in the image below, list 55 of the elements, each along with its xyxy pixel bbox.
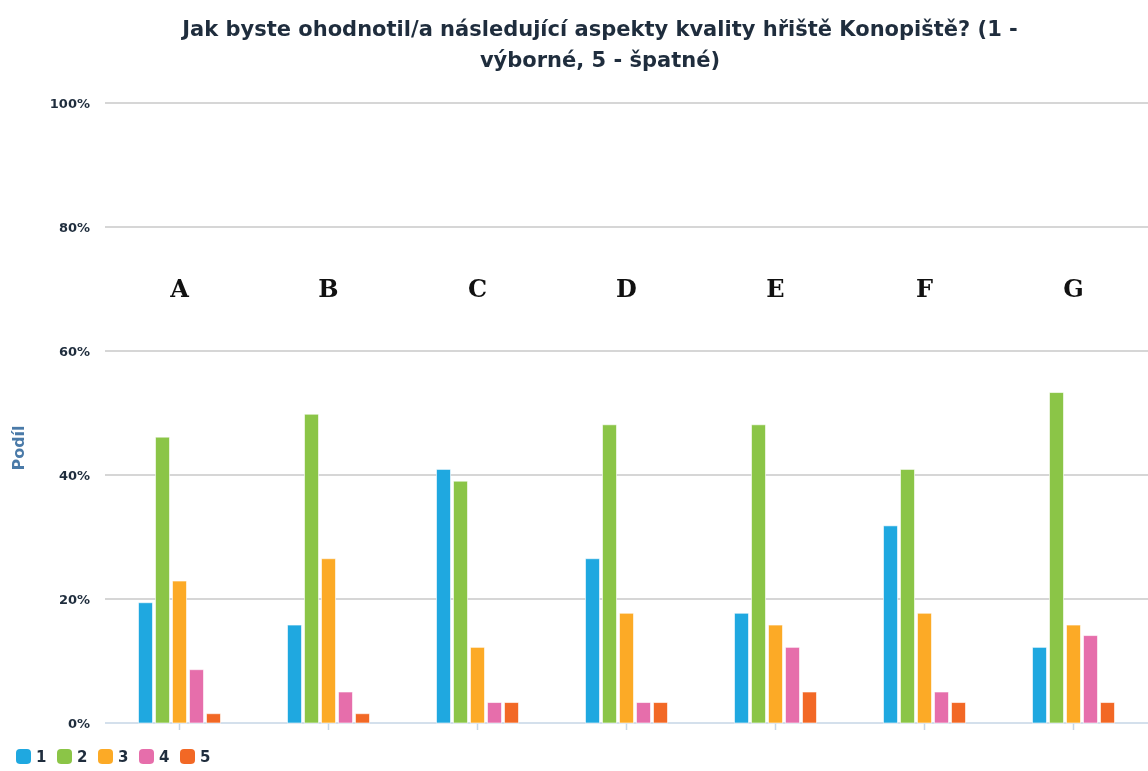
bar (934, 691, 949, 724)
bar (751, 424, 766, 724)
y-tick-label: 40% (58, 468, 90, 483)
bar (951, 702, 966, 724)
bar (802, 691, 817, 724)
x-tick-label: C (467, 274, 488, 303)
y-tick-label: 60% (58, 344, 90, 359)
bar (585, 558, 600, 724)
legend-label: 5 (200, 748, 211, 766)
chart-title: Jak byste ohodnotil/a následující aspekty kvality hřiště Konopiště? (1 - výborné, 5 - špatné) (180, 17, 1018, 72)
x-tick-label: E (766, 274, 785, 303)
bar (602, 424, 617, 724)
x-tick-label: D (616, 274, 637, 303)
y-tick-label: 100% (49, 96, 90, 111)
bar (1049, 392, 1064, 724)
bar (206, 713, 221, 724)
bar (436, 468, 451, 724)
legend-label: 4 (159, 748, 170, 766)
bar (189, 669, 204, 724)
legend-label: 1 (36, 748, 47, 766)
y-tick-label: 20% (58, 592, 90, 607)
bar (355, 713, 370, 724)
bar (138, 602, 153, 724)
x-tick-label: A (169, 274, 190, 303)
bar (338, 691, 353, 724)
bar (504, 702, 519, 724)
x-tick-label: G (1063, 274, 1084, 303)
bar (1083, 635, 1098, 724)
bar (155, 436, 170, 724)
bar (636, 702, 651, 724)
y-tick-label: 80% (58, 220, 90, 235)
bar (321, 558, 336, 724)
bar (883, 525, 898, 724)
bar (900, 468, 915, 724)
legend-label: 2 (77, 748, 88, 766)
bar (1100, 702, 1115, 724)
bar (304, 413, 319, 724)
bar (172, 580, 187, 724)
bar (453, 480, 468, 724)
bar (487, 702, 502, 724)
bar (470, 646, 485, 724)
bar (653, 702, 668, 724)
bar (1032, 646, 1047, 724)
bar (1066, 624, 1081, 724)
bar (734, 612, 749, 724)
x-tick-label: B (318, 274, 339, 303)
y-tick-label: 0% (67, 716, 90, 731)
bar (768, 624, 783, 724)
x-tick-label: F (915, 274, 934, 303)
bar (287, 624, 302, 724)
bar (619, 612, 634, 724)
legend-label: 3 (118, 748, 129, 766)
bar (785, 646, 800, 724)
y-axis-title: Podíl (9, 425, 28, 471)
bar (917, 612, 932, 724)
